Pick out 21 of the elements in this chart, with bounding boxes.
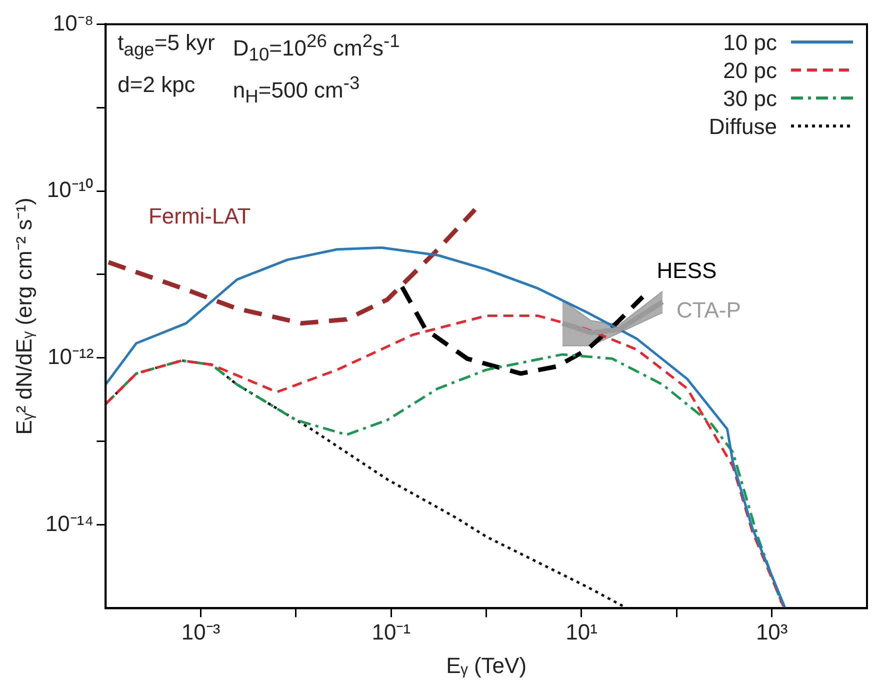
legend-label: 10 pc	[722, 30, 777, 56]
annotation: n$_{H}$=500 cm$^{-3}$	[232, 72, 361, 108]
legend-label: 30 pc	[722, 86, 777, 112]
x-axis-title: Eᵧ (TeV)	[446, 652, 527, 678]
x-tick-label: 10¹	[566, 619, 598, 644]
text: Fermi-LAT	[148, 203, 251, 228]
annotation: t$_{age}$=5 kyr	[118, 30, 215, 62]
x-tick-label: 10⁻³	[181, 619, 220, 644]
legend-label: 20 pc	[722, 58, 777, 84]
series-label: HESS	[656, 258, 717, 283]
legend-label: Diffuse	[708, 114, 777, 140]
annotation: d=2 kpc	[118, 72, 196, 99]
series-label: CTA-P	[676, 297, 741, 322]
y-axis-title: Eᵧ² dN/dEᵧ (erg cm⁻² s⁻¹)	[11, 198, 36, 435]
x-tick-label: 10³	[756, 619, 788, 644]
y-tick-label: 10⁻⁸	[52, 10, 94, 36]
y-tick-label: 10⁻¹²	[48, 344, 94, 369]
x-tick-label: 10⁻¹	[372, 619, 411, 644]
y-tick-label: 10⁻¹⁴	[45, 510, 94, 536]
y-tick-label: 10⁻¹⁰	[46, 177, 94, 202]
annotation: D$_{10}$=10$^{26}$ cm$^{2}$s$^{-1}$	[232, 30, 400, 66]
